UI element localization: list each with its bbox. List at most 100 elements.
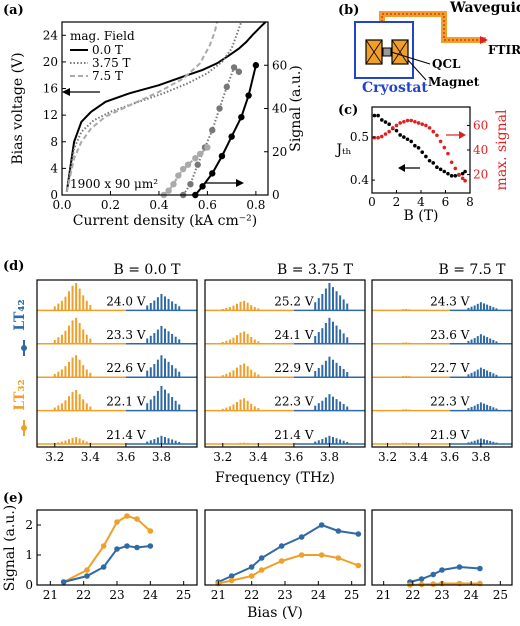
beam-arrow-head	[480, 36, 488, 44]
x-tick-label: 23	[434, 588, 449, 602]
x-axis-label: Bias (V)	[247, 605, 303, 621]
spectra-panel-title: B = 7.5 T	[439, 262, 507, 278]
x-tick-label: 22	[405, 588, 420, 602]
series-point	[60, 579, 67, 585]
y-tick-label: 0	[25, 578, 33, 592]
series-point	[124, 543, 130, 549]
coil-hatching	[365, 39, 409, 65]
series-point	[380, 118, 384, 122]
y-tick-label: 20	[43, 55, 58, 69]
y2-tick-label: 40	[272, 102, 287, 116]
spectra-frame	[371, 279, 513, 448]
x-axis-label: Current density (kA cm⁻²)	[73, 213, 258, 229]
annotation: 1900 x 90 μm²	[70, 177, 158, 191]
x-tick-label: 3.8	[471, 450, 490, 464]
series-point	[298, 552, 305, 558]
label-qcl: QCL	[432, 57, 461, 71]
series-point	[413, 119, 417, 124]
x-tick-label: 6	[442, 195, 450, 209]
series-line-1	[65, 21, 243, 192]
series-point	[134, 516, 140, 522]
panel-c: (c) 0 2 4 6 8 0.4 0.5 20 40 60 B (T) Jₜₕ max. signal	[334, 103, 510, 224]
series-point	[398, 121, 402, 125]
y-axis-label: Signal (a.u.)	[2, 505, 18, 592]
plot-frame	[371, 509, 513, 586]
series-point	[278, 558, 285, 564]
x-tick-label: 3.2	[213, 450, 232, 464]
series-point	[431, 161, 436, 165]
series-point	[228, 577, 235, 584]
series-point	[147, 528, 154, 534]
series-point	[463, 169, 467, 174]
y-tick-label: 2	[25, 518, 33, 532]
bias-label: 21.9 V	[430, 428, 470, 442]
x-tick-label: 2	[393, 195, 401, 209]
x-tick-label: 25	[176, 588, 191, 602]
series-point	[449, 160, 454, 165]
y-tick-label: 24	[43, 28, 59, 42]
series-point	[248, 573, 255, 579]
x-tick-label: 0.4	[149, 198, 168, 212]
waveguide-tube	[379, 11, 486, 43]
y-axis-label: Jₜₕ	[334, 142, 351, 158]
series-point	[298, 534, 305, 540]
legend-label: 3.75 T	[92, 56, 131, 70]
series-point	[248, 564, 255, 570]
series-point	[216, 105, 223, 112]
series-point	[405, 118, 410, 123]
bias-label: 23.6 V	[430, 328, 470, 342]
series-point	[409, 118, 414, 123]
series-point	[442, 169, 447, 174]
magnet-pointer	[407, 59, 427, 81]
y2-tick-label: 60	[272, 58, 287, 72]
x-tick-label: 3.8	[320, 450, 339, 464]
series-point	[318, 522, 325, 528]
series-point	[179, 165, 187, 173]
series-point	[413, 143, 417, 148]
series-point	[460, 176, 465, 181]
x-tick-label: 22	[244, 588, 259, 602]
qcl-pointer	[390, 51, 431, 65]
panel-label-c: (c)	[338, 103, 358, 118]
y2-tick-label: 40	[473, 143, 488, 157]
series-point	[245, 92, 252, 99]
series-point	[372, 135, 377, 140]
series-point	[187, 180, 194, 188]
series-point	[84, 573, 90, 579]
series-point	[449, 174, 454, 178]
x-tick-label: 25	[493, 588, 508, 602]
waveguide-beam	[381, 13, 486, 41]
x-tick-label: 3.6	[116, 450, 135, 464]
bias-label: 24.1 V	[274, 328, 314, 342]
series-point	[114, 546, 120, 552]
series-point	[170, 180, 177, 188]
bias-label: 22.9 V	[274, 361, 314, 375]
series-point	[204, 144, 211, 151]
series-point	[100, 564, 107, 570]
bias-label: 24.3 V	[430, 294, 470, 308]
x-axis-label: Frequency (THz)	[215, 470, 335, 486]
series-point	[394, 128, 399, 133]
cryostat-box	[354, 21, 414, 79]
y2-axis-label: Signal (a.u.)	[288, 65, 304, 152]
qcl-chip	[382, 47, 392, 57]
series-point	[238, 113, 245, 121]
legend-dot-lt32	[21, 425, 27, 431]
series-point	[380, 134, 384, 139]
series-label-lt42: LT₄₂	[12, 299, 28, 330]
y2-tick-label: 0	[272, 188, 280, 202]
x-tick-label: 24	[464, 588, 480, 602]
series-point	[355, 531, 362, 537]
x-tick-label: 21	[376, 588, 391, 602]
series-point	[456, 564, 463, 570]
series-line-lt42	[63, 544, 151, 583]
bias-label: 22.1 V	[106, 395, 146, 409]
series-point	[387, 122, 391, 126]
series-point	[376, 135, 380, 140]
x-tick-label: 23	[109, 588, 124, 602]
spectra-frame	[204, 279, 366, 448]
series-point	[335, 555, 342, 561]
panel-label-b: (b)	[338, 3, 359, 18]
y2-tick-label: 20	[473, 168, 488, 182]
